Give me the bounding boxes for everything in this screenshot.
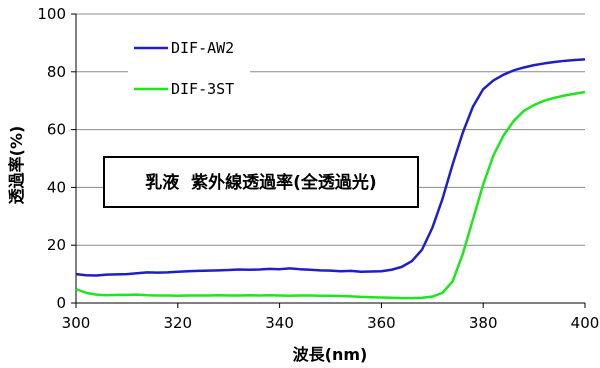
x-tick-label-320: 320 <box>163 314 192 332</box>
x-tick-label-300: 300 <box>62 314 91 332</box>
series-lines <box>75 58 586 300</box>
x-tick-label-400: 400 <box>571 314 600 332</box>
x-tick-label-340: 340 <box>265 314 294 332</box>
y-tick-label-60: 60 <box>47 121 66 139</box>
y-tick-label-80: 80 <box>47 63 66 81</box>
y-tick-label-40: 40 <box>47 178 66 196</box>
axes <box>75 14 585 304</box>
x-axis-title: 波長(nm) <box>293 345 368 364</box>
annotation-box: 乳液 紫外線透過率(全透過光) <box>103 156 419 208</box>
legend-background <box>128 28 250 110</box>
x-tick-label-360: 360 <box>367 314 396 332</box>
tick-labels: 0 20 40 60 80 100 300 320 340 360 380 400 <box>37 5 599 332</box>
y-tick-label-0: 0 <box>56 294 66 312</box>
y-tick-label-100: 100 <box>37 5 66 23</box>
legend-label-dif-aw2: DIF-AW2 <box>171 39 234 57</box>
series-line-dif-3st <box>75 90 586 300</box>
legend-label-dif-3st: DIF-3ST <box>171 80 234 98</box>
series-line-dif-aw2 <box>75 58 586 277</box>
annotation-text: 乳液 紫外線透過率(全透過光) <box>145 172 376 193</box>
legend: DIF-AW2 DIF-3ST <box>128 28 250 110</box>
x-tick-label-380: 380 <box>469 314 498 332</box>
y-axis-title: 透過率(%) <box>7 126 26 205</box>
y-tick-label-20: 20 <box>47 236 66 254</box>
